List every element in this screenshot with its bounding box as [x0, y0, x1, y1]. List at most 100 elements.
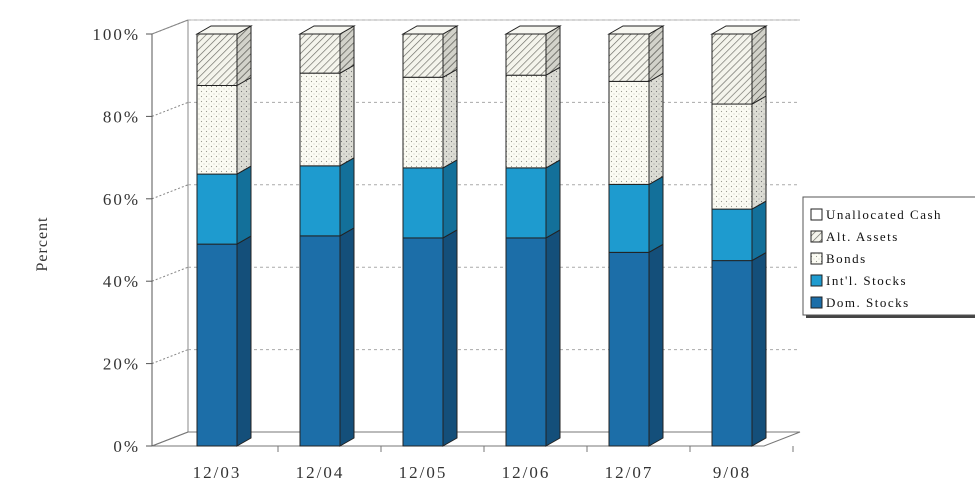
gridline-depth [151, 349, 189, 365]
bar-stack [298, 25, 356, 447]
legend-item: Bonds [810, 251, 865, 266]
bar-side [442, 68, 458, 169]
bar-segment [711, 200, 767, 262]
y-tick-label: 80% [103, 107, 140, 126]
bar-front [505, 237, 547, 447]
bar-front [402, 33, 444, 78]
bar-segment [505, 229, 561, 447]
bar-front [299, 165, 341, 237]
legend-item: Int'l. Stocks [810, 273, 907, 288]
bar-segment [505, 25, 561, 77]
bar-segment [711, 95, 767, 210]
legend-swatch [810, 296, 823, 309]
legend-item: Dom. Stocks [810, 295, 910, 310]
bar-side [545, 229, 561, 447]
legend-box [802, 196, 975, 316]
legend-item: Alt. Assets [810, 229, 899, 244]
bar-top [504, 25, 562, 35]
bar-side [751, 200, 767, 262]
bar-top [710, 25, 768, 35]
x-tick-label: 12/06 [502, 463, 551, 482]
bar-front [402, 76, 444, 169]
bar-front [608, 183, 650, 253]
bar-side [545, 159, 561, 239]
bar-top [298, 25, 356, 35]
bar-segment [608, 25, 664, 83]
bar-segment [711, 251, 767, 447]
bar-front [402, 167, 444, 239]
bar-front [196, 243, 238, 447]
bar-side [236, 25, 252, 87]
legend-label: Int'l. Stocks [826, 273, 907, 288]
x-tick-label: 12/04 [296, 463, 345, 482]
bar-segment [299, 25, 355, 75]
bar-side [442, 159, 458, 239]
y-tick-label: 60% [103, 190, 140, 209]
bar-segment [196, 165, 252, 245]
bar-stack [710, 25, 768, 447]
bar-segment [608, 72, 664, 186]
bar-side [751, 95, 767, 210]
gridline-depth [151, 101, 189, 117]
floor [151, 431, 801, 447]
x-axis: 12/03 12/04 12/05 12/06 12/07 9/08 [193, 446, 794, 482]
bar-front [711, 208, 753, 262]
bar-front [196, 33, 238, 86]
bar-top [401, 25, 459, 35]
bar-side [236, 76, 252, 175]
legend-label: Alt. Assets [826, 229, 899, 244]
y-axis: 0% 20% 40% 60% 80% 100% [92, 19, 189, 456]
y-axis-title: Percent [34, 217, 51, 272]
bar-front [505, 74, 547, 169]
bar-segment [402, 229, 458, 447]
bar-front [608, 33, 650, 82]
bar-side [648, 72, 664, 186]
x-tick-label: 12/05 [399, 463, 448, 482]
bar-side [339, 64, 355, 167]
gridlines [151, 19, 800, 365]
bar-front [505, 167, 547, 239]
bar-side [236, 165, 252, 245]
legend-item: Unallocated Cash [810, 207, 941, 222]
bar-stack [504, 25, 562, 447]
legend-swatch [810, 230, 823, 243]
bar-side [236, 235, 252, 447]
x-tick-label: 12/03 [193, 463, 242, 482]
legend-swatch [810, 208, 823, 221]
gridline-depth [151, 266, 189, 282]
legend-swatch [810, 274, 823, 287]
bar-side [648, 243, 664, 447]
gridline-depth [151, 184, 189, 200]
bar-segment [608, 175, 664, 254]
bar-segment [505, 159, 561, 239]
bar-front [299, 72, 341, 167]
bar-side [545, 66, 561, 169]
x-tick-label: 9/08 [713, 463, 751, 482]
bar-side [545, 25, 561, 77]
bar-front [196, 173, 238, 245]
legend: Unallocated Cash Alt. Assets Bonds Int'l. S… [802, 196, 975, 318]
legend-label: Dom. Stocks [826, 295, 910, 310]
bar-front [608, 251, 650, 447]
y-tick-label: 40% [103, 272, 140, 291]
bar-top [195, 25, 253, 35]
bar-segment [196, 76, 252, 175]
bar-segment [196, 235, 252, 447]
top-depth-line [151, 19, 189, 35]
y-tick-label: 100% [92, 25, 140, 44]
bar-segment [299, 227, 355, 447]
bar-side [442, 25, 458, 79]
bar-segment [608, 243, 664, 447]
bar-side [648, 25, 664, 83]
bar-front [711, 103, 753, 210]
bar-side [339, 227, 355, 447]
bar-stack [195, 25, 253, 447]
bar-side [442, 229, 458, 447]
bar-segment [299, 156, 355, 237]
bar-front [402, 237, 444, 447]
bar-segment [402, 159, 458, 239]
bar-side [339, 156, 355, 237]
bar-front [299, 33, 341, 74]
legend-swatch [810, 252, 823, 265]
